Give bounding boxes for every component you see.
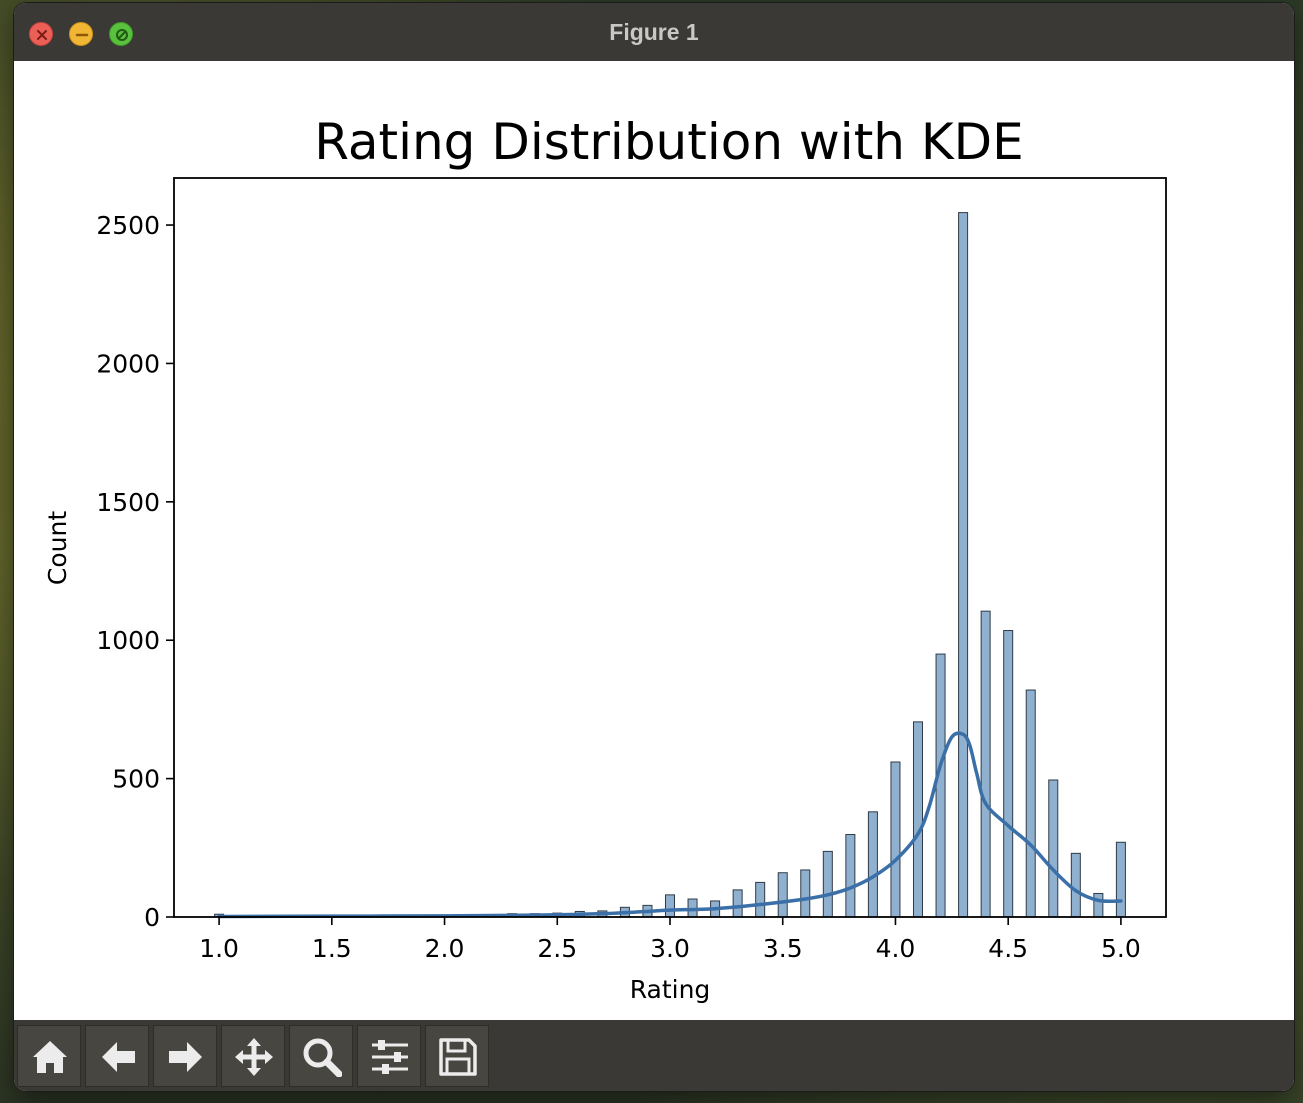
histogram-bar: [912, 721, 924, 918]
plot-frame: [173, 177, 1167, 918]
close-window-button[interactable]: [29, 22, 53, 46]
histogram-bar: [845, 834, 856, 918]
x-axis: 1.0 1.5 2.0 2.5 3.0 3.5 4.0 4.5 5.0: [199, 917, 1141, 963]
histogram-bar: [935, 653, 946, 918]
zoom-window-button[interactable]: [109, 22, 133, 46]
histogram-bar: [664, 894, 676, 918]
x-tick-label: 3.0: [650, 934, 690, 963]
configure-subplots-button[interactable]: [357, 1025, 421, 1087]
zoom-button[interactable]: [289, 1025, 353, 1087]
minimize-icon: [75, 33, 89, 37]
histogram-bar: [958, 212, 969, 918]
chart-title: Rating Distribution with KDE: [314, 113, 1024, 171]
x-tick-label: 4.5: [988, 934, 1028, 963]
sliders-icon: [372, 1040, 408, 1074]
save-button[interactable]: [425, 1025, 489, 1087]
histogram-bar: [867, 811, 878, 918]
figure-window: Figure 1 Rating Distribution with KDE 1.…: [14, 3, 1294, 1091]
histogram-bar: [1003, 630, 1014, 918]
kde-curve: [217, 731, 1123, 919]
pan-button[interactable]: [221, 1025, 285, 1087]
histogram-bar: [890, 761, 901, 918]
histogram-bar: [1048, 779, 1059, 918]
home-button[interactable]: [17, 1025, 81, 1087]
y-tick-label: 2500: [96, 211, 160, 240]
navigation-toolbar: [14, 1020, 1294, 1091]
move-icon: [235, 1038, 273, 1076]
back-button[interactable]: [85, 1025, 149, 1087]
forward-button[interactable]: [153, 1025, 217, 1087]
title-bar[interactable]: Figure 1: [14, 3, 1294, 62]
y-axis-label: Count: [43, 511, 72, 585]
histogram-bar: [777, 872, 788, 918]
histogram-bar: [1025, 689, 1036, 918]
histogram-bars: [214, 212, 1126, 918]
x-tick-label: 5.0: [1101, 934, 1141, 963]
y-tick-label: 2000: [96, 349, 160, 378]
minimize-window-button[interactable]: [69, 22, 93, 46]
histogram-bar: [980, 610, 991, 918]
x-tick-label: 1.0: [199, 934, 239, 963]
x-tick-label: 2.0: [425, 934, 465, 963]
histogram-bar: [1115, 841, 1126, 918]
x-tick-label: 3.5: [763, 934, 803, 963]
histogram-bar: [732, 889, 743, 918]
y-tick-label: 500: [112, 765, 160, 794]
home-icon: [33, 1041, 67, 1073]
magnifier-icon: [303, 1038, 342, 1077]
y-tick-label: 1500: [96, 488, 160, 517]
chart: Rating Distribution with KDE 1.0 1.5 2.0 2.…: [43, 113, 1167, 1004]
window-title: Figure 1: [609, 19, 699, 45]
x-axis-label: Rating: [630, 975, 711, 1004]
histogram-bar: [800, 869, 811, 918]
histogram-bar: [822, 850, 833, 918]
y-tick-label: 0: [144, 903, 160, 932]
histogram-bar: [1093, 892, 1104, 918]
figure-canvas: Rating Distribution with KDE 1.0 1.5 2.0 2.…: [14, 61, 1294, 1020]
close-icon: [37, 30, 47, 40]
y-axis: 0 500 1000 1500 2000 2500: [96, 211, 174, 932]
x-tick-label: 1.5: [312, 934, 352, 963]
histogram-bar: [1070, 852, 1081, 918]
arrow-right-icon: [169, 1042, 202, 1072]
x-tick-label: 4.0: [876, 934, 916, 963]
x-tick-label: 2.5: [537, 934, 577, 963]
arrow-left-icon: [102, 1042, 135, 1072]
floppy-disk-icon: [439, 1038, 477, 1076]
y-tick-label: 1000: [96, 626, 160, 655]
histogram-bar: [755, 881, 766, 918]
fullscreen-icon: [116, 29, 128, 41]
